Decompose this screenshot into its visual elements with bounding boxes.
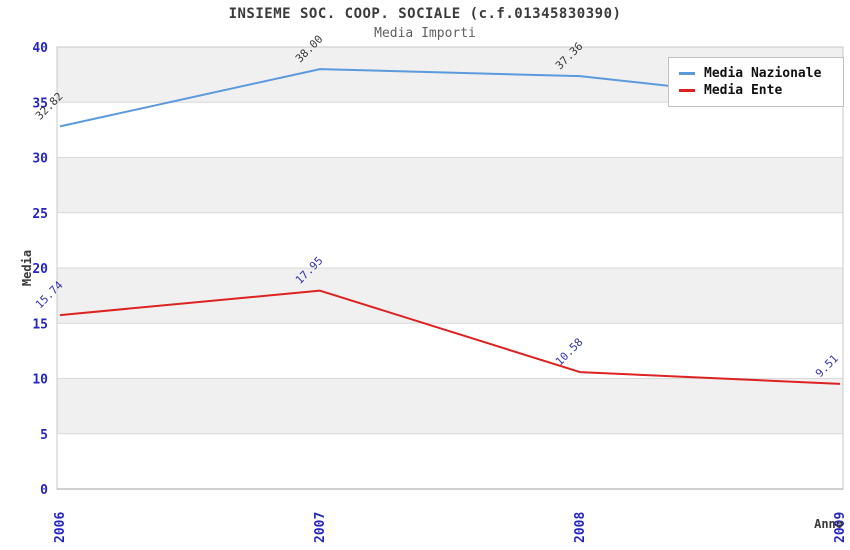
grid-band [57, 378, 843, 434]
chart-title: INSIEME SOC. COOP. SOCIALE (c.f.01345830… [228, 6, 622, 22]
legend-label: Media Ente [704, 83, 783, 98]
legend: Media Nazionale Media Ente [668, 57, 844, 107]
y-tick-label: 10 [32, 373, 48, 388]
x-axis-title: Anno [814, 517, 843, 531]
y-tick-label: 30 [32, 152, 48, 167]
y-tick-label: 25 [32, 207, 48, 222]
series-line-media-ente [59, 289, 841, 385]
legend-item-media-ente: Media Ente [679, 82, 843, 99]
y-tick-label: 0 [40, 483, 48, 498]
y-axis-title: Media [20, 250, 34, 286]
grid-band [57, 323, 843, 379]
x-tick-label: 2007 [313, 512, 328, 543]
legend-marker-line-icon [679, 72, 695, 75]
grid-band [57, 212, 843, 268]
grid-band [57, 433, 843, 489]
grid-band [57, 268, 843, 324]
x-tick-label: 2009 [833, 512, 848, 543]
y-tick-label: 20 [32, 262, 48, 277]
legend-item-media-nazionale: Media Nazionale [679, 65, 843, 82]
y-tick-label: 15 [32, 317, 48, 332]
x-tick-label: 2006 [53, 512, 68, 543]
legend-label: Media Nazionale [704, 66, 822, 81]
grid-band [57, 102, 843, 158]
y-tick-label: 5 [40, 428, 48, 443]
y-tick-label: 35 [32, 96, 48, 111]
chart-subtitle: Media Importi [374, 26, 476, 41]
grid-band [57, 157, 843, 213]
y-tick-label: 40 [32, 41, 48, 56]
x-tick-label: 2008 [573, 512, 588, 543]
legend-marker-line-icon [679, 89, 695, 92]
